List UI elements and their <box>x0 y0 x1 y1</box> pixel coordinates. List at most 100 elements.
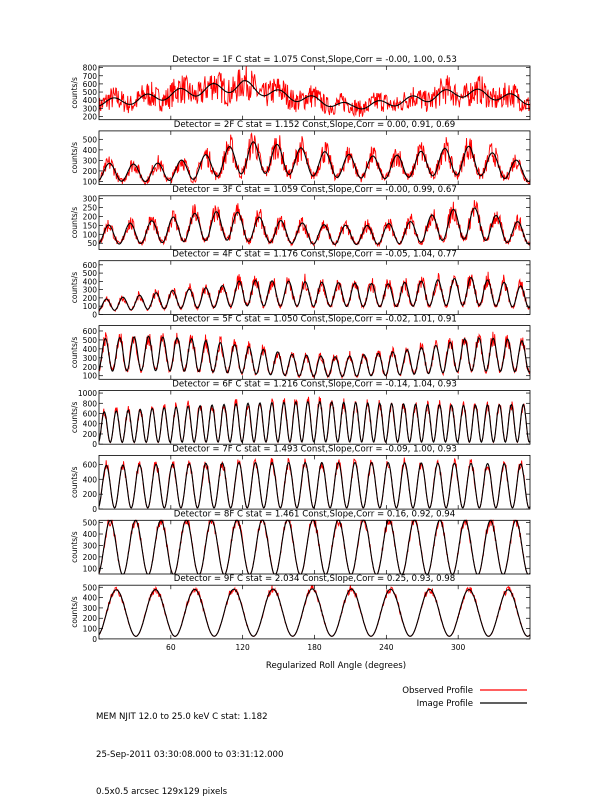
y-tick-label: 250 <box>83 203 98 212</box>
panel-title: Detector = 8F C stat = 1.461 Const,Slope… <box>174 509 456 519</box>
y-tick-label: 200 <box>83 490 98 499</box>
y-tick-label: 200 <box>83 167 98 176</box>
y-tick-label: 200 <box>83 614 98 623</box>
y-tick-label: 200 <box>83 294 98 303</box>
observed-profile-line <box>98 65 531 118</box>
image-profile-line <box>98 207 531 246</box>
y-tick-label: 500 <box>83 88 98 97</box>
panel-detector-8: Detector = 8F C stat = 1.461 Const,Slope… <box>70 509 531 575</box>
detector-profile-figure: Detector = 1F C stat = 1.075 Const,Slope… <box>70 55 531 709</box>
y-tick-label: 500 <box>83 336 98 345</box>
panel-detector-2: Detector = 2F C stat = 1.152 Const,Slope… <box>70 120 531 186</box>
y-tick-label: 800 <box>83 399 98 408</box>
image-profile-line <box>98 400 531 444</box>
y-tick-label: 100 <box>83 230 98 239</box>
x-tick-label: 240 <box>379 643 394 652</box>
y-tick-label: 400 <box>83 146 98 155</box>
observed-profile-line <box>98 200 531 248</box>
y-tick-label: 150 <box>83 221 98 230</box>
image-profile-line <box>98 588 531 637</box>
y-tick-label: 400 <box>83 420 98 429</box>
panel-frame <box>98 325 531 380</box>
y-tick-label: 0 <box>92 310 97 319</box>
image-profile-line <box>98 141 531 183</box>
legend-image-label: Image Profile <box>417 699 473 709</box>
y-tick-label: 600 <box>83 327 98 336</box>
panel-detector-4: Detector = 4F C stat = 1.176 Const,Slope… <box>70 250 531 319</box>
y-axis-label: counts/s <box>70 272 79 304</box>
y-tick-label: 100 <box>83 564 98 573</box>
y-tick-label: 200 <box>83 212 98 221</box>
footer-line-method: MEM NJIT 12.0 to 25.0 keV C stat: 1.182 <box>96 712 268 722</box>
y-axis-label: counts/s <box>70 402 79 434</box>
y-tick-label: 100 <box>83 302 98 311</box>
y-tick-label: 1000 <box>78 389 97 398</box>
footer-line-pixels: 0.5x0.5 arcsec 129x129 pixels <box>96 787 228 797</box>
x-tick-label: 300 <box>451 643 466 652</box>
panel-title: Detector = 3F C stat = 1.059 Const,Slope… <box>172 185 457 195</box>
panel-detector-1: Detector = 1F C stat = 1.075 Const,Slope… <box>70 55 531 121</box>
panels-group: Detector = 1F C stat = 1.075 Const,Slope… <box>70 55 531 652</box>
y-tick-label: 300 <box>83 604 98 613</box>
observed-profile-line <box>98 132 531 186</box>
y-tick-label: 300 <box>83 156 98 165</box>
y-tick-label: 400 <box>83 277 98 286</box>
panel-detector-9: Detector = 9F C stat = 2.034 Const,Slope… <box>70 574 531 652</box>
y-tick-label: 100 <box>83 177 98 186</box>
y-tick-label: 0 <box>92 505 97 514</box>
y-tick-label: 600 <box>83 460 98 469</box>
y-tick-label: 500 <box>83 519 98 528</box>
observed-profile-line <box>98 271 531 313</box>
panel-detector-6: Detector = 6F C stat = 1.216 Const,Slope… <box>70 380 531 449</box>
panel-title: Detector = 7F C stat = 1.493 Const,Slope… <box>172 444 457 454</box>
y-tick-label: 600 <box>83 80 98 89</box>
y-tick-label: 300 <box>83 286 98 295</box>
y-tick-label: 400 <box>83 96 98 105</box>
footer-info: MEM NJIT 12.0 to 25.0 keV C stat: 1.182 … <box>96 686 284 811</box>
y-tick-label: 400 <box>83 475 98 484</box>
panel-title: Detector = 2F C stat = 1.152 Const,Slope… <box>174 120 456 130</box>
y-tick-label: 600 <box>83 261 98 270</box>
y-tick-label: 300 <box>83 104 98 113</box>
y-tick-label: 400 <box>83 594 98 603</box>
y-tick-label: 800 <box>83 64 98 73</box>
image-profile-line <box>98 461 531 509</box>
panel-title: Detector = 9F C stat = 2.034 Const,Slope… <box>174 574 456 584</box>
y-tick-label: 100 <box>83 625 98 634</box>
x-tick-label: 60 <box>166 643 176 652</box>
y-axis-label: counts/s <box>70 466 79 498</box>
y-axis-label: counts/s <box>70 337 79 369</box>
y-tick-label: 300 <box>83 354 98 363</box>
panel-title: Detector = 4F C stat = 1.176 Const,Slope… <box>172 250 457 260</box>
image-profile-line <box>98 80 531 110</box>
y-axis-label: counts/s <box>70 531 79 563</box>
y-axis-label: counts/s <box>70 207 79 239</box>
y-tick-label: 50 <box>87 239 97 248</box>
y-tick-label: 100 <box>83 372 98 381</box>
y-tick-label: 500 <box>83 135 98 144</box>
y-tick-label: 600 <box>83 410 98 419</box>
y-tick-label: 200 <box>83 430 98 439</box>
y-tick-label: 300 <box>83 541 98 550</box>
y-tick-label: 200 <box>83 553 98 562</box>
panel-title: Detector = 1F C stat = 1.075 Const,Slope… <box>172 55 457 65</box>
y-tick-label: 500 <box>83 269 98 278</box>
observed-profile-line <box>98 396 531 444</box>
panel-title: Detector = 6F C stat = 1.216 Const,Slope… <box>172 380 457 390</box>
y-tick-label: 500 <box>83 583 98 592</box>
y-axis-label: counts/s <box>70 142 79 174</box>
x-axis-label: Regularized Roll Angle (degrees) <box>266 661 406 671</box>
y-tick-label: 0 <box>92 635 97 644</box>
y-tick-label: 300 <box>83 194 98 203</box>
y-tick-label: 400 <box>83 345 98 354</box>
panel-detector-7: Detector = 7F C stat = 1.493 Const,Slope… <box>70 444 531 514</box>
x-tick-label: 180 <box>307 643 322 652</box>
y-tick-label: 0 <box>92 440 97 449</box>
y-tick-label: 700 <box>83 72 98 81</box>
legend-observed-label: Observed Profile <box>402 686 473 696</box>
y-tick-label: 200 <box>83 112 98 121</box>
x-tick-label: 120 <box>236 643 251 652</box>
image-profile-line <box>98 276 531 311</box>
y-tick-label: 200 <box>83 363 98 372</box>
panel-title: Detector = 5F C stat = 1.050 Const,Slope… <box>172 315 457 325</box>
